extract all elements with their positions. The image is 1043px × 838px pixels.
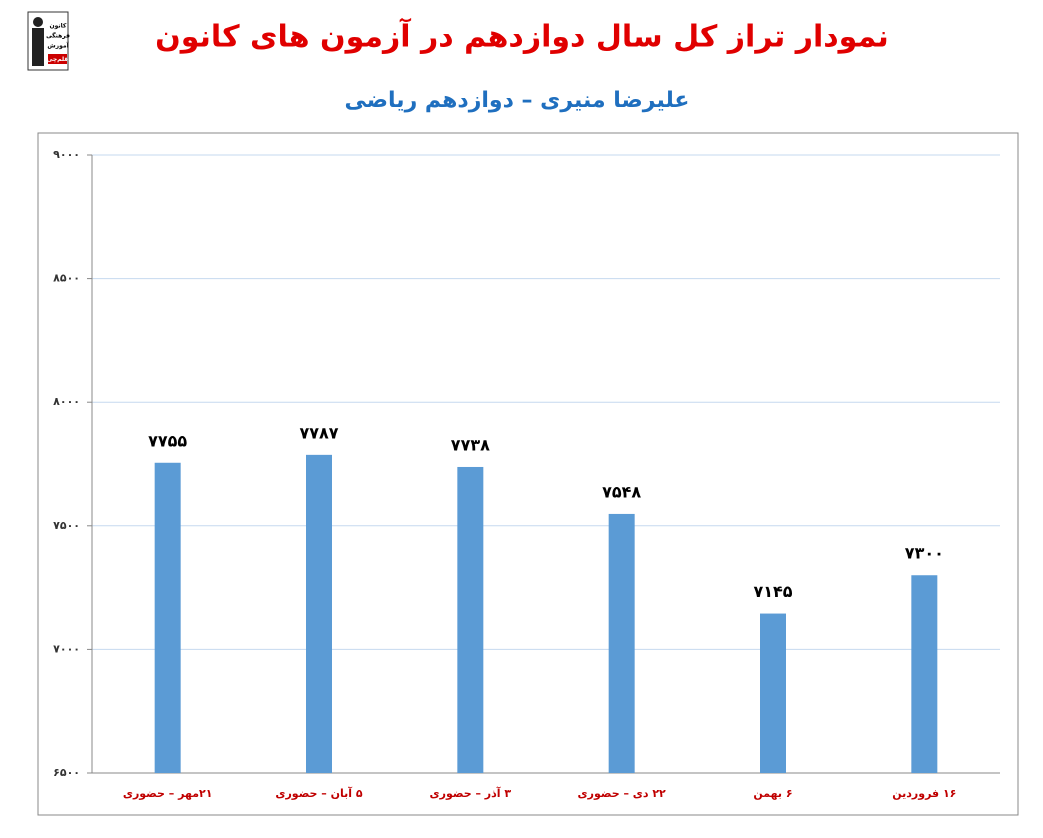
y-tick-label: ۹۰۰۰ bbox=[53, 148, 80, 161]
x-tick-label: ۶ بهمن bbox=[753, 787, 792, 800]
logo-badge bbox=[48, 54, 67, 64]
logo-figure bbox=[32, 28, 44, 66]
y-tick-label: ۶۵۰۰ bbox=[53, 766, 80, 779]
chart-frame bbox=[37, 132, 1019, 816]
bar bbox=[457, 466, 484, 773]
x-tick-label: ۱۶ فروردین bbox=[892, 787, 956, 800]
logo-text: کانون bbox=[50, 23, 67, 30]
value-label: ۷۷۵۵ bbox=[148, 431, 187, 450]
logo-text: آموزش bbox=[47, 41, 69, 50]
chart-title: نمودار تراز کل سال دوازدهم در آزمون های … bbox=[155, 18, 889, 55]
logo-text: فرهنگی bbox=[46, 32, 70, 40]
bar bbox=[911, 575, 938, 773]
logo-text: قلم‌چی bbox=[47, 56, 69, 63]
x-tick-label: ۵ آبان – حضوری bbox=[275, 786, 363, 800]
x-tick-label: ۲۲ دی – حضوری bbox=[578, 787, 667, 800]
value-label: ۷۷۸۷ bbox=[299, 423, 338, 442]
bar bbox=[760, 613, 786, 773]
bar bbox=[306, 454, 332, 773]
logo: کانون فرهنگی آموزش قلم‌چی bbox=[27, 11, 70, 71]
value-label: ۷۱۴۵ bbox=[753, 582, 792, 601]
bar bbox=[154, 462, 181, 773]
x-tick-label: ۲۱مهر – حضوری bbox=[123, 787, 213, 800]
y-tick-label: ۷۵۰۰ bbox=[53, 519, 80, 532]
y-tick-label: ۷۰۰۰ bbox=[53, 642, 80, 655]
chart-subtitle: علیرضا منیری – دوازدهم ریاضی bbox=[345, 88, 690, 113]
value-label: ۷۵۴۸ bbox=[602, 482, 641, 501]
logo-head bbox=[33, 17, 43, 27]
value-label: ۷۷۳۸ bbox=[451, 435, 490, 454]
value-label: ۷۳۰۰ bbox=[905, 544, 944, 563]
y-tick-label: ۸۰۰۰ bbox=[53, 395, 80, 408]
x-tick-label: ۳ آذر – حضوری bbox=[430, 786, 512, 800]
bar bbox=[608, 513, 635, 773]
y-tick-label: ۸۵۰۰ bbox=[53, 272, 80, 285]
